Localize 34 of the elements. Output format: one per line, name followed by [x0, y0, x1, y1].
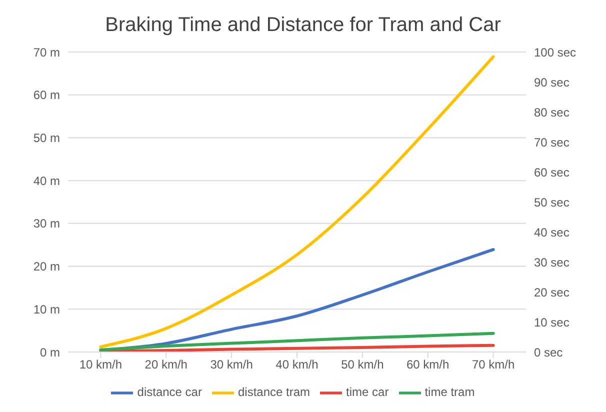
legend-label: time car — [346, 385, 389, 400]
y2-tick-label: 0 sec — [534, 345, 563, 360]
chart-title: Braking Time and Distance for Tram and Car — [104, 13, 502, 38]
y2-tick-label: 70 sec — [534, 135, 570, 150]
line-series — [99, 344, 495, 352]
y-tick-label: 10 m — [33, 302, 60, 316]
y2-tick-label: 100 sec — [534, 45, 576, 60]
y-tick-label: 40 m — [33, 174, 60, 188]
x-tick-label: 40 km/h — [276, 358, 318, 372]
x-tick-label: 10 km/h — [79, 358, 122, 372]
y2-tick-label: 80 sec — [534, 105, 570, 120]
y-tick-label: 0 m — [40, 345, 60, 360]
x-tick-label: 30 km/h — [210, 358, 253, 372]
y-tick-label: 70 m — [33, 45, 60, 60]
x-tick-label: 50 km/h — [341, 358, 384, 372]
y2-tick-label: 30 sec — [534, 255, 570, 270]
y2-tick-label: 50 sec — [534, 195, 570, 210]
y2-tick-label: 10 sec — [534, 315, 570, 330]
y2-tick-label: 40 sec — [534, 225, 570, 240]
y2-tick-label: 90 sec — [534, 75, 570, 90]
line-series — [99, 55, 495, 348]
y2-tick-label: 20 sec — [534, 285, 570, 300]
y-tick-label: 50 m — [33, 130, 60, 145]
x-tick-label: 20 km/h — [144, 358, 188, 372]
x-tick-label: 60 km/h — [406, 358, 450, 372]
legend-label: time tram — [424, 385, 475, 400]
legend-label: distance tram — [238, 385, 310, 400]
y-tick-label: 20 m — [33, 260, 60, 274]
x-tick-label: 70 km/h — [472, 358, 515, 372]
y2-tick-label: 60 sec — [534, 165, 570, 180]
legend-label: distance car — [137, 385, 202, 400]
y-tick-label: 60 m — [33, 88, 60, 102]
y-tick-label: 30 m — [33, 216, 60, 231]
line-series — [99, 332, 495, 352]
